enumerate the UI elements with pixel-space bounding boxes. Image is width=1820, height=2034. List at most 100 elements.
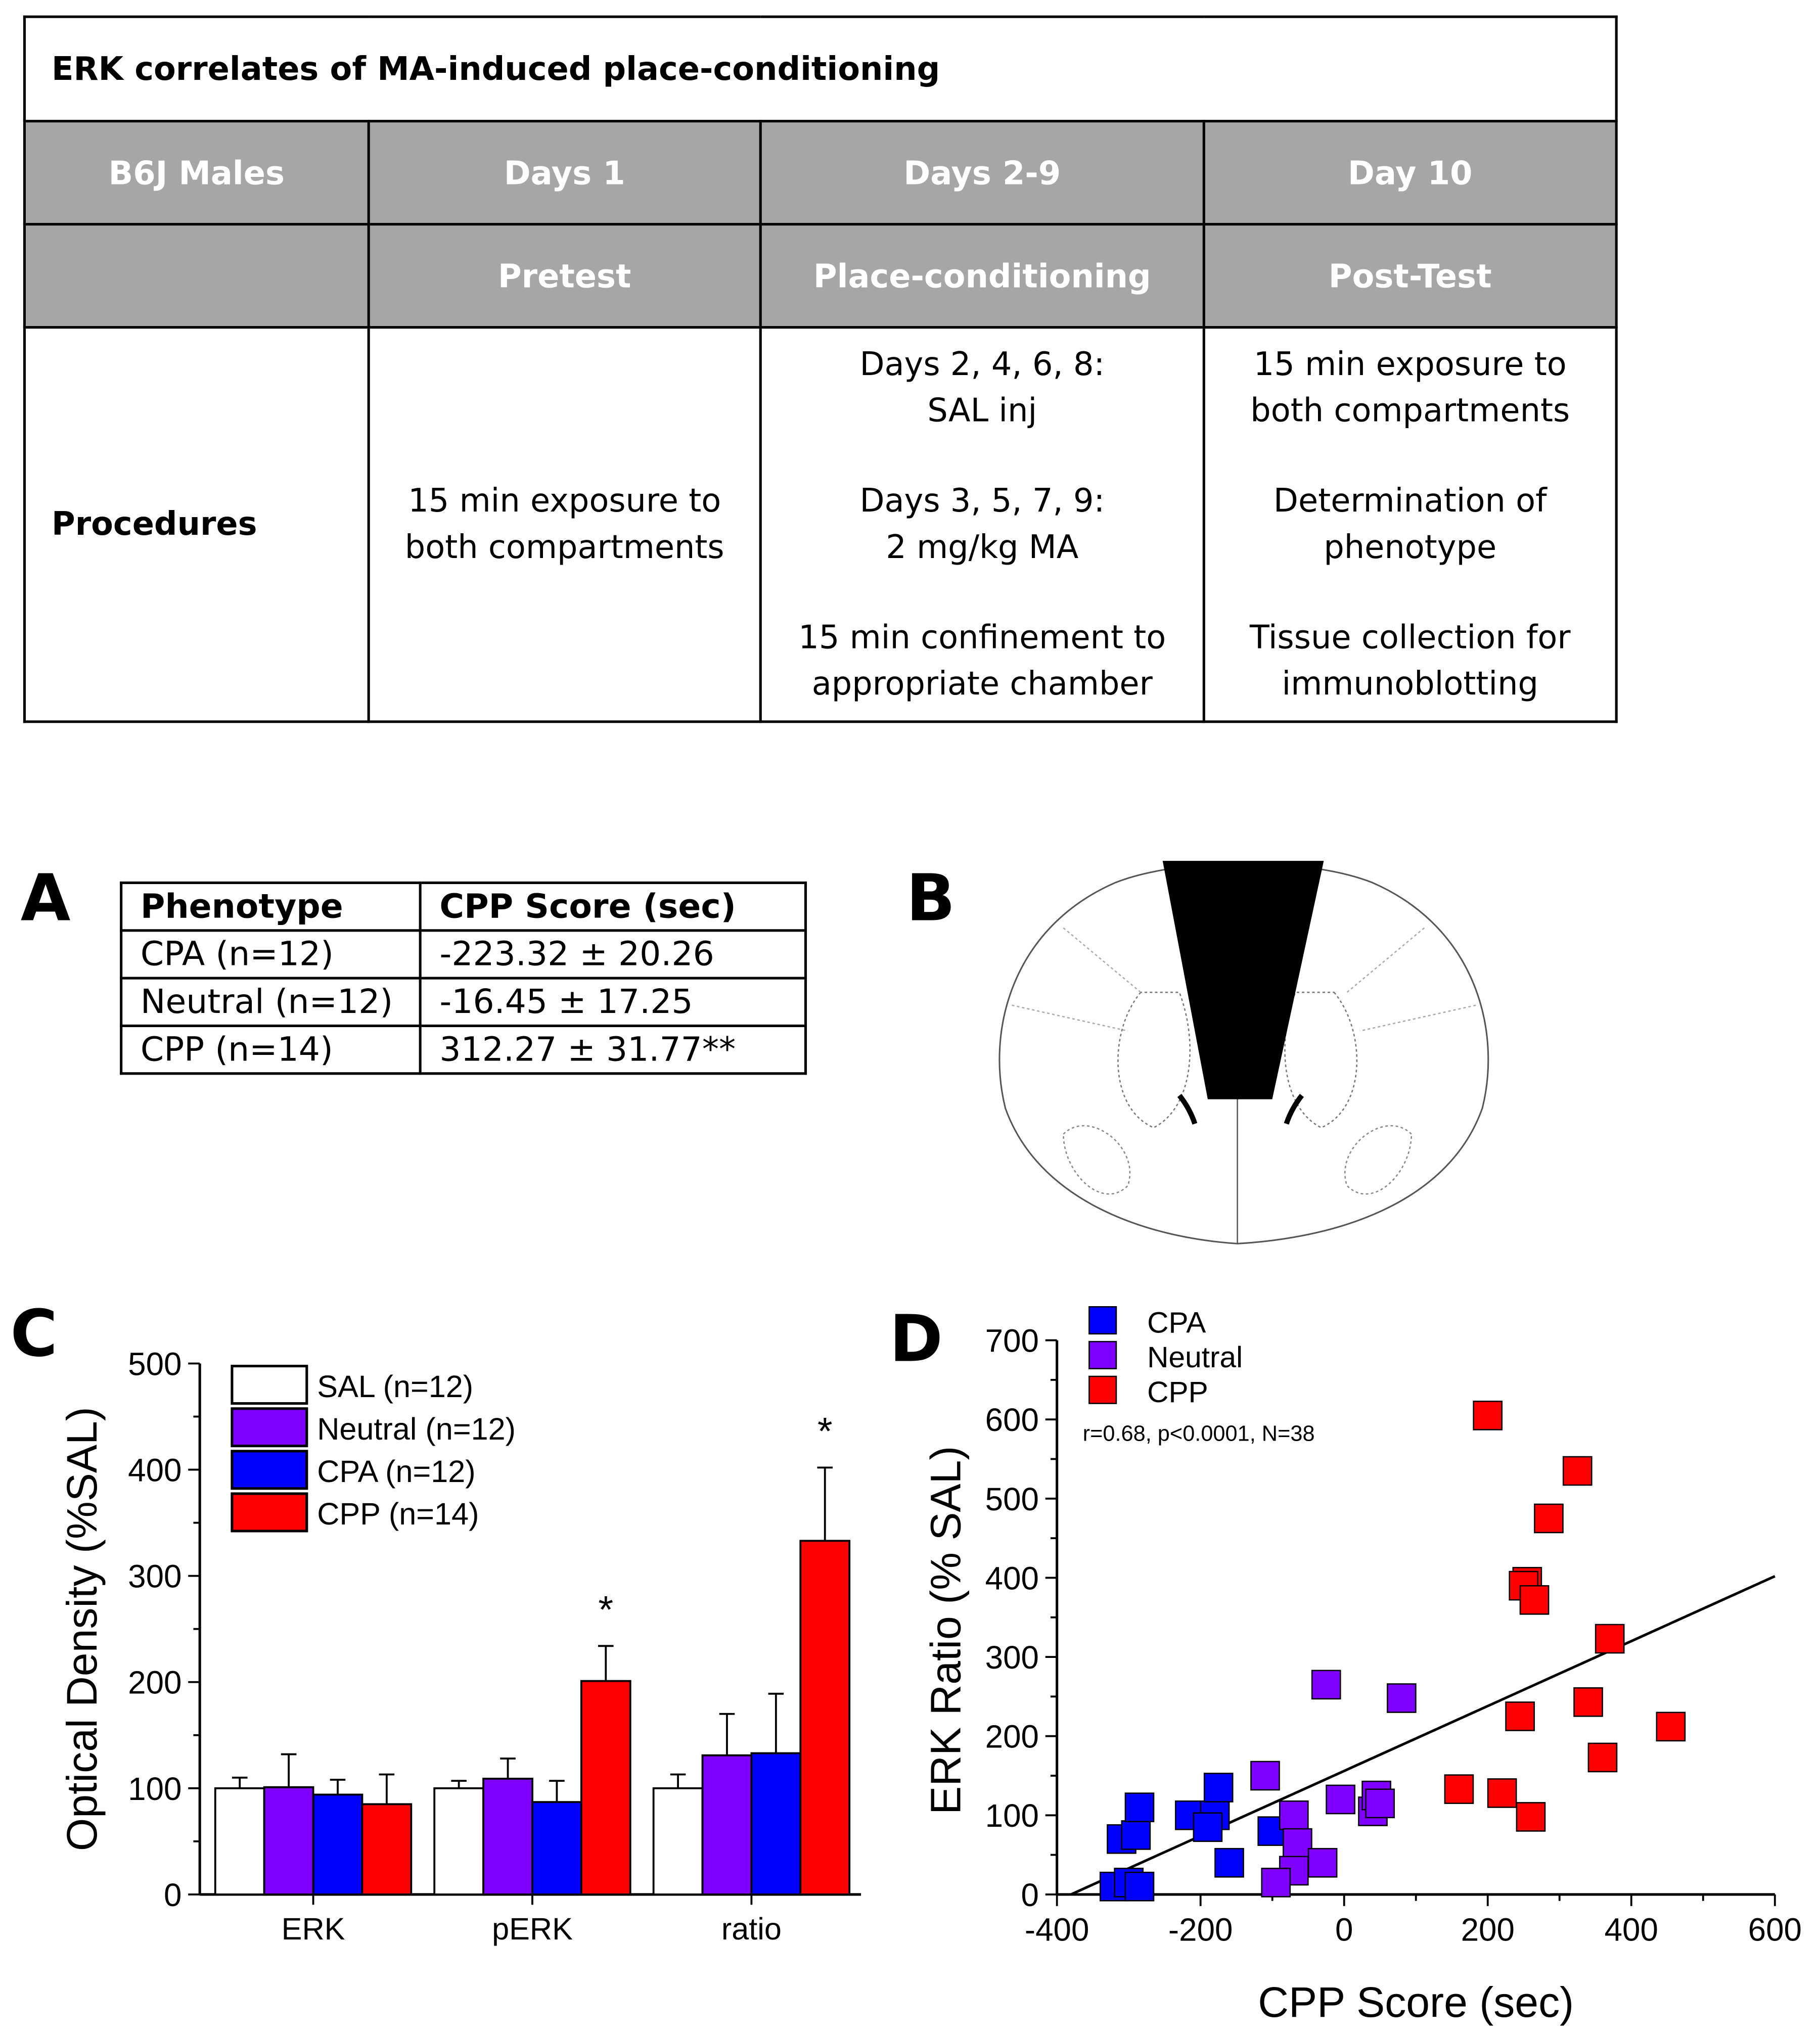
accumbens-mark (1284, 1093, 1304, 1125)
legend-label: CPA (1147, 1306, 1206, 1339)
data-point (1203, 1773, 1234, 1802)
x-tick-label: ERK (282, 1912, 345, 1946)
y-tick-label: 200 (985, 1719, 1039, 1755)
data-point (1261, 1868, 1291, 1898)
bar (652, 1787, 704, 1896)
y-tick-label: 500 (985, 1481, 1039, 1517)
column-header: CPP Score (sec) (419, 881, 807, 932)
legend-label: CPA (n=12) (317, 1454, 475, 1489)
data-point (1214, 1847, 1244, 1878)
y-tick-label: 0 (164, 1877, 181, 1913)
table-cell: -223.32 ± 20.26 (419, 929, 807, 980)
procedure-text: 15 min exposure to both compartments (404, 482, 724, 566)
panel-label-d: D (889, 1302, 943, 1376)
panel-label-c: C (10, 1296, 58, 1371)
data-point (1307, 1847, 1338, 1878)
protocol-table: ERK correlates of MA-induced place-condi… (23, 15, 1618, 723)
protocol-title: ERK correlates of MA-induced place-condi… (23, 15, 1618, 123)
x-tick-label: 0 (1335, 1912, 1353, 1948)
correlation-stats: r=0.68, p<0.0001, N=38 (1083, 1421, 1315, 1446)
data-point (1311, 1670, 1341, 1700)
significance-marker: * (817, 1410, 833, 1453)
data-point (1562, 1456, 1592, 1486)
procedure-text: Days 3, 5, 7, 9: 2 mg/kg MA (859, 482, 1105, 566)
bar (263, 1786, 314, 1896)
brain-section-diagram (998, 861, 1489, 1244)
legend-label: CPP (1147, 1376, 1208, 1409)
phenotype-table: Phenotype CPP Score (sec) CPA (n=12) -223.… (120, 881, 807, 1075)
legend-swatch (231, 1407, 308, 1448)
cannula-track-region (1162, 861, 1324, 1099)
data-point (1534, 1503, 1564, 1534)
y-tick-label: 400 (128, 1452, 181, 1489)
y-tick-label: 400 (985, 1560, 1039, 1596)
data-point (1250, 1761, 1280, 1791)
header-cell: Pretest (367, 223, 762, 329)
data-point (1519, 1585, 1550, 1615)
pretest-cell: 15 min exposure to both compartments (367, 326, 762, 723)
legend-swatch (231, 1450, 308, 1490)
striatum-outline (1063, 1125, 1413, 1195)
y-tick-label: 600 (985, 1402, 1039, 1438)
procedure-text: Days 2, 4, 6, 8: SAL inj (859, 345, 1105, 430)
data-point (1516, 1802, 1546, 1832)
bar (312, 1793, 363, 1896)
column-header: Phenotype (120, 881, 422, 932)
data-point (1473, 1401, 1503, 1430)
y-tick-label: 300 (128, 1558, 181, 1595)
legend-swatch (1088, 1340, 1117, 1369)
table-cell: CPA (n=12) (120, 929, 422, 980)
x-tick-label: -400 (1025, 1912, 1089, 1948)
bar (482, 1778, 533, 1896)
table-cell: -16.45 ± 17.25 (419, 977, 807, 1028)
x-tick-label: 600 (1748, 1912, 1802, 1948)
y-axis-label: Optical Density (%SAL) (58, 1407, 106, 1851)
header-cell: Day 10 (1202, 120, 1618, 226)
legend-label: CPP (n=14) (317, 1497, 479, 1531)
data-point (1587, 1742, 1618, 1773)
y-tick-label: 500 (128, 1346, 181, 1382)
legend-label: SAL (n=12) (317, 1369, 473, 1404)
bar (799, 1540, 851, 1896)
data-point (1121, 1820, 1151, 1850)
y-tick-label: 100 (128, 1771, 181, 1807)
cortex-layer-lines (1012, 927, 1476, 1032)
panel-label-a: A (20, 861, 71, 936)
data-point (1487, 1778, 1517, 1808)
bar (361, 1803, 413, 1896)
table-cell: CPP (n=14) (120, 1024, 422, 1075)
x-tick-label: -200 (1168, 1912, 1233, 1948)
x-tick-label: pERK (492, 1912, 573, 1946)
data-point (1387, 1683, 1417, 1713)
header-cell: Days 2-9 (759, 120, 1205, 226)
procedure-text: 15 min confinement to appropriate chamber (798, 618, 1166, 703)
data-point (1124, 1792, 1155, 1822)
procedure-text: Tissue collection for immunoblotting (1249, 618, 1571, 703)
panel-label-b: B (906, 861, 956, 936)
header-cell: Post-Test (1202, 223, 1618, 329)
data-point (1656, 1712, 1686, 1742)
data-point (1283, 1828, 1312, 1858)
y-tick-label: 0 (1021, 1877, 1039, 1913)
x-tick-label: ratio (721, 1912, 782, 1946)
data-point (1444, 1774, 1474, 1804)
bar-chart: 0 100 200 300 400 500 Optical Density (%SAL) ER… (58, 1346, 861, 1946)
header-cell (23, 223, 370, 329)
bar (531, 1801, 582, 1896)
x-axis-label: CPP Score (sec) (1258, 1978, 1574, 2026)
row-label-procedures: Procedures (23, 326, 370, 723)
y-tick-label: 700 (985, 1323, 1039, 1359)
legend-swatch (1088, 1375, 1117, 1404)
header-cell: B6J Males (23, 120, 370, 226)
data-point (1124, 1871, 1155, 1902)
procedure-text: 15 min exposure to both compartments (1250, 345, 1570, 430)
legend-label: Neutral (1147, 1341, 1243, 1374)
legend-swatch (231, 1492, 308, 1533)
data-point (1279, 1800, 1309, 1830)
conditioning-cell: Days 2, 4, 6, 8: SAL inj Days 3, 5, 7, 9: 2… (759, 326, 1205, 723)
scatter-chart: 0 100 200 300 400 500 600 700 -400 -200 0 200 400 600… (922, 1306, 1802, 2026)
header-cell: Place-conditioning (759, 223, 1205, 329)
bar (214, 1787, 265, 1896)
x-tick-label: 200 (1461, 1912, 1515, 1948)
